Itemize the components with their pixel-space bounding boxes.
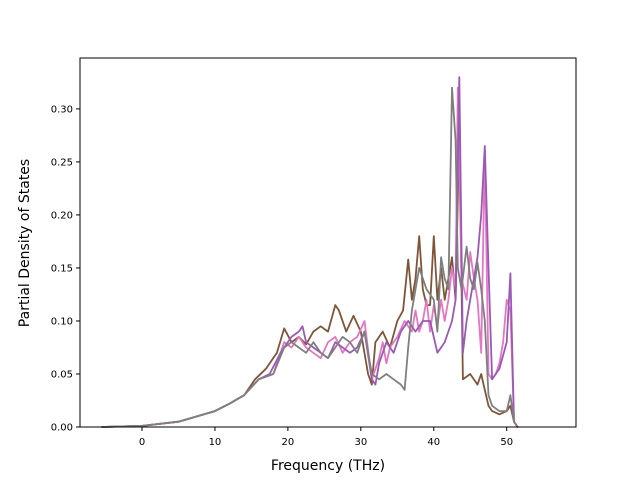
y-tick-label: 0.05 <box>51 369 73 380</box>
plot-frame <box>79 57 577 428</box>
y-tick-label: 0.00 <box>51 423 73 434</box>
x-tick-label: 20 <box>282 437 295 448</box>
x-tick-label: 10 <box>209 437 222 448</box>
y-tick-label: 0.30 <box>51 104 73 115</box>
y-tick-label: 0.25 <box>51 157 73 168</box>
y-axis-label: Partial Density of States <box>17 159 33 327</box>
x-tick-label: 30 <box>354 437 367 448</box>
y-tick-label: 0.10 <box>51 316 73 327</box>
pdos-series-line-1 <box>101 129 519 428</box>
pdos-series-line-4 <box>101 86 519 428</box>
y-axis-ticks: 0.00 0.05 0.10 0.15 0.20 0.25 0.30 <box>51 104 80 434</box>
x-axis-ticks: 0 10 20 30 40 50 <box>139 427 513 448</box>
x-tick-label: 0 <box>139 437 145 448</box>
y-tick-label: 0.20 <box>51 210 73 221</box>
x-tick-label: 50 <box>500 437 513 448</box>
x-axis-label: Frequency (THz) <box>271 458 385 474</box>
series-layer <box>101 76 519 428</box>
x-tick-label: 40 <box>427 437 440 448</box>
y-tick-label: 0.15 <box>51 263 73 274</box>
